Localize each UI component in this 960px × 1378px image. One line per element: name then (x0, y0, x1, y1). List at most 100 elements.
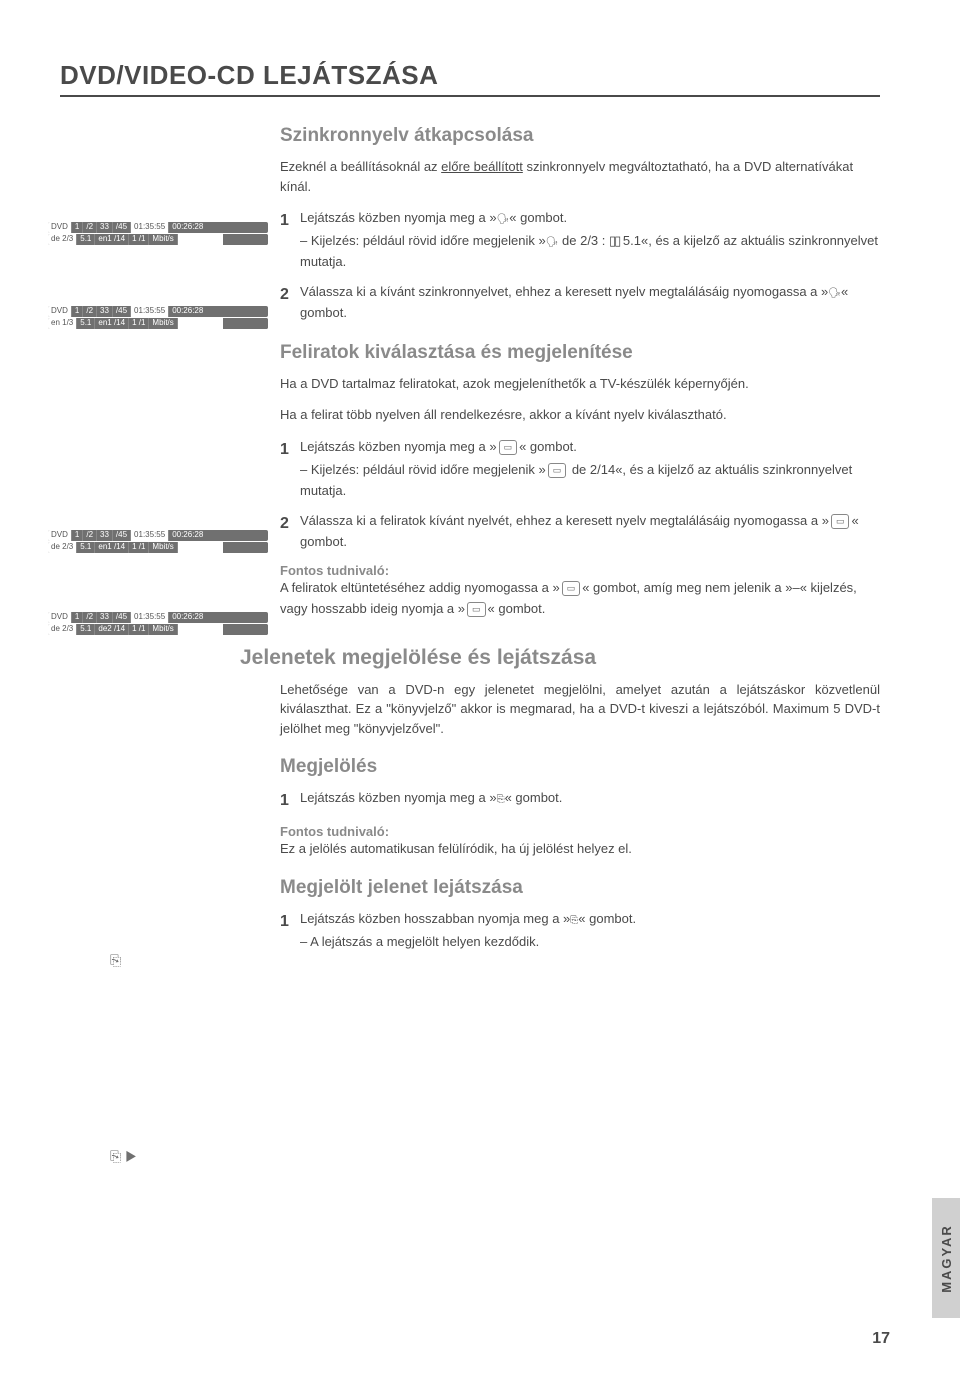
osd-cell: /45 (113, 306, 131, 317)
osd-cell: 1 /1 (129, 542, 149, 553)
text: Lejátszás közben nyomja meg a » (300, 210, 497, 225)
osd-cell: 33 (97, 612, 113, 623)
osd-cell: 1 /1 (129, 234, 149, 245)
osd-cell: 1 (72, 222, 83, 233)
osd-bar-2: DVD 1 /2 33 /45 01:35:55 00:26:28 en 1/3… (48, 306, 268, 330)
osd-cell (178, 234, 268, 245)
osd-cell: Mbit/s (149, 542, 177, 553)
osd-cell: 00:26:28 (169, 222, 206, 233)
osd-cell: /45 (113, 222, 131, 233)
text: Válassza ki a feliratok kívánt nyelvét, … (300, 513, 829, 528)
heading-mark: Megjelölés (280, 756, 880, 778)
heading-bookmark: Jelenetek megjelölése és lejátszása (240, 646, 880, 670)
osd-cell: de2 /14 (95, 624, 129, 635)
text: Lejátszás közben hosszabban nyomja meg a… (300, 911, 570, 926)
osd-cell: DVD (48, 612, 72, 623)
text: Válassza ki a kívánt szinkronnyelvet, eh… (300, 284, 828, 299)
osd-cell: Mbit/s (149, 318, 177, 329)
heading-audio-lang: Szinkronnyelv átkapcsolása (280, 125, 880, 147)
step-number: 1 (280, 909, 300, 953)
osd-cell: 01:35:55 (131, 306, 169, 317)
text: – A lejátszás a megjelölt helyen kezdődi… (300, 932, 880, 953)
osd-cell (178, 624, 268, 635)
subtitle-button-icon: ▭ (499, 440, 518, 455)
osd-bar-4: DVD 1 /2 33 /45 01:35:55 00:26:28 de 2/3… (48, 612, 268, 636)
osd-cell: 00:26:28 (169, 530, 206, 541)
bookmark-icon (497, 790, 505, 805)
step-number: 2 (280, 282, 300, 324)
osd-cell: 1 (72, 530, 83, 541)
osd-cell: en1 /14 (95, 318, 129, 329)
language-tab: MAGYAR (932, 1198, 960, 1318)
page-number: 17 (872, 1330, 890, 1348)
osd-cell: 5.1 (77, 234, 95, 245)
subtitle-button-icon: ▭ (467, 602, 486, 617)
text: « gombot. (509, 210, 567, 225)
osd-cell: en 1/3 (48, 318, 77, 329)
subtitle-button-icon: ▭ (548, 463, 567, 478)
subtitle-button-icon: ▭ (831, 514, 850, 529)
osd-bar-1: DVD 1 /2 33 /45 01:35:55 00:26:28 de 2/3… (48, 222, 268, 246)
osd-cell: 01:35:55 (131, 222, 169, 233)
note-label: Fontos tudnivaló: (280, 824, 880, 839)
subtitle-button-icon: ▭ (562, 581, 581, 596)
osd-bar-3: DVD 1 /2 33 /45 01:35:55 00:26:28 de 2/3… (48, 530, 268, 554)
text: – Kijelzés: például rövid időre megjelen… (300, 462, 546, 477)
osd-cell: 00:26:28 (169, 306, 206, 317)
heading-subtitles: Feliratok kiválasztása és megjelenítése (280, 342, 880, 364)
osd-cell: /2 (83, 306, 97, 317)
osd-cell (178, 318, 268, 329)
speech-icon (546, 233, 559, 248)
osd-cell: 1 (72, 306, 83, 317)
osd-cell: 5.1 (77, 318, 95, 329)
bookmark-play-margin-icon: ⎘ ▶ (110, 1148, 136, 1165)
osd-cell: Mbit/s (149, 624, 177, 635)
speech-icon (828, 284, 841, 299)
osd-cell: 01:35:55 (131, 530, 169, 541)
osd-cell: 01:35:55 (131, 612, 169, 623)
language-tab-label: MAGYAR (939, 1224, 954, 1293)
osd-cell: en1 /14 (95, 542, 129, 553)
step-number: 1 (280, 788, 300, 814)
text-underline: előre beállított (441, 159, 523, 174)
osd-cell: DVD (48, 222, 72, 233)
osd-cell: 5.1 (77, 624, 95, 635)
step-number: 2 (280, 511, 300, 553)
note-body: A feliratok eltüntetéséhez addig nyomoga… (280, 578, 880, 620)
step: 2 Válassza ki a kívánt szinkronnyelvet, … (280, 282, 880, 324)
dolby-icon (609, 233, 619, 248)
step-number: 1 (280, 437, 300, 501)
bookmark-margin-icon: ⎘ (110, 952, 121, 969)
osd-cell: 33 (97, 222, 113, 233)
step: 1 Lejátszás közben hosszabban nyomja meg… (280, 909, 880, 953)
text: « gombot. (488, 601, 546, 616)
osd-cell: 1 (72, 612, 83, 623)
osd-cell: Mbit/s (149, 234, 177, 245)
osd-cell: /45 (113, 530, 131, 541)
text: « gombot. (578, 911, 636, 926)
note-label: Fontos tudnivaló: (280, 563, 880, 578)
text: « gombot. (519, 439, 577, 454)
text: Lejátszás közben nyomja meg a » (300, 790, 497, 805)
osd-cell (178, 542, 268, 553)
osd-cell: DVD (48, 530, 72, 541)
step: 2 Válassza ki a feliratok kívánt nyelvét… (280, 511, 880, 553)
osd-cell: de 2/3 (48, 542, 77, 553)
osd-cell: /45 (113, 612, 131, 623)
osd-cell: 1 /1 (129, 318, 149, 329)
text: – Kijelzés: például rövid időre megjelen… (300, 233, 546, 248)
page-title: DVD/VIDEO-CD LEJÁTSZÁSA (60, 60, 880, 97)
osd-cell: /2 (83, 222, 97, 233)
speech-icon (497, 210, 510, 225)
osd-cell: 00:26:28 (169, 612, 206, 623)
intro-bookmark: Lehetősége van a DVD-n egy jelenetet meg… (280, 680, 880, 739)
heading-play-marked: Megjelölt jelenet lejátszása (280, 877, 880, 899)
osd-cell: /2 (83, 530, 97, 541)
text: Ezeknél a beállításoknál az (280, 159, 441, 174)
osd-cell: 33 (97, 306, 113, 317)
text: A feliratok eltüntetéséhez addig nyomoga… (280, 580, 560, 595)
intro-audio: Ezeknél a beállításoknál az előre beállí… (280, 157, 880, 196)
osd-cell: 33 (97, 530, 113, 541)
text: de 2/3 : (558, 233, 609, 248)
step: 1 Lejátszás közben nyomja meg a »« gombo… (280, 208, 880, 272)
